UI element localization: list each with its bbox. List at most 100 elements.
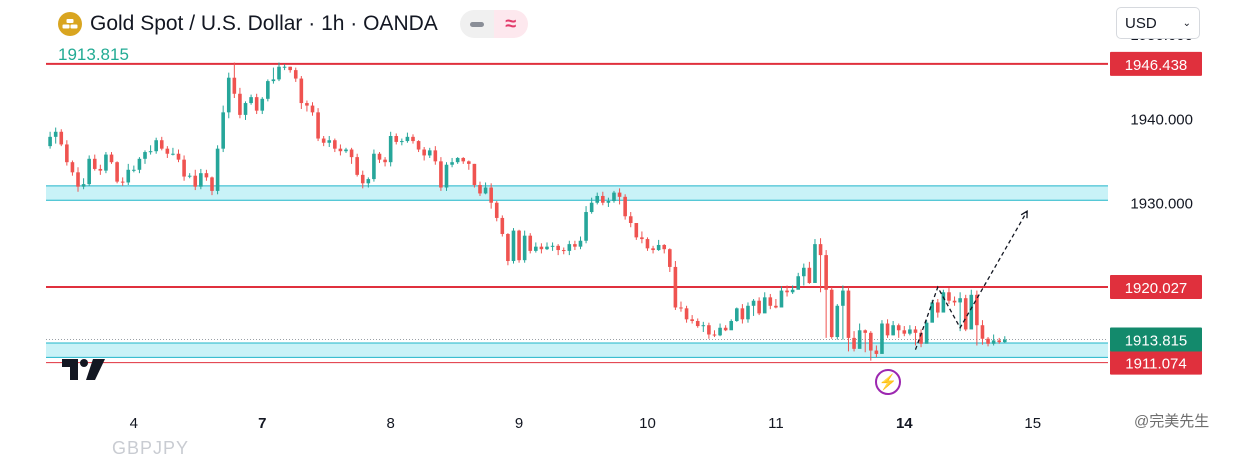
candle-body — [651, 248, 655, 251]
candle-body — [243, 103, 248, 115]
candle-body — [718, 327, 722, 336]
candle-body — [455, 157, 460, 163]
time-axis[interactable]: 4 7 8 9 10 11 14 15 — [130, 415, 1041, 432]
candle-body — [606, 201, 611, 203]
candle-body — [656, 244, 661, 251]
x-tick-label: 4 — [130, 415, 138, 432]
candle-body — [333, 140, 337, 149]
candle-body — [645, 239, 650, 249]
candle-body — [640, 237, 644, 240]
minus-icon[interactable] — [459, 10, 494, 38]
candle-body — [277, 66, 281, 80]
candle-body — [567, 244, 572, 251]
candle-body — [483, 187, 488, 194]
candle-body — [472, 163, 477, 185]
candle-body — [762, 297, 767, 314]
lightning-icon[interactable]: ⚡ — [875, 369, 901, 395]
candle-body — [104, 154, 108, 171]
candle-body — [316, 112, 320, 139]
gold-bars-icon — [58, 12, 82, 36]
candle-body — [271, 79, 276, 82]
projection-arrowhead — [1020, 210, 1028, 219]
candle-body — [182, 159, 186, 177]
candle-body — [980, 325, 985, 339]
candle-body — [924, 322, 929, 344]
candle-body — [802, 267, 806, 277]
price-level-tag-0: 1946.438 — [1125, 57, 1188, 74]
candle-body — [349, 149, 354, 158]
price-level-tag-0-bg — [1110, 51, 1202, 76]
candle-body — [411, 136, 415, 142]
approx-icon[interactable]: ≈ — [493, 10, 528, 38]
candle-body — [394, 136, 399, 142]
candle-body — [494, 202, 499, 218]
candle-body — [288, 66, 292, 71]
candle-body — [584, 212, 588, 241]
candle-body — [254, 97, 259, 111]
ghost-symbol-text: GBPJPY — [112, 438, 190, 458]
candle-body — [338, 148, 343, 152]
indicator-toggle[interactable]: ≈ — [459, 10, 528, 38]
y-tick-label: 1940.000 — [1130, 111, 1193, 128]
candle-body — [193, 175, 198, 187]
candle-body — [891, 325, 895, 336]
zone-0 — [46, 185, 1108, 201]
currency-select[interactable]: USD ⌄ — [1116, 7, 1200, 39]
candle-body — [723, 327, 728, 331]
candle-body — [528, 235, 533, 251]
price-level-tag-1-bg — [1110, 274, 1202, 299]
x-tick-label: 15 — [1024, 415, 1041, 432]
candle-body — [785, 290, 789, 293]
candle-body — [70, 162, 75, 173]
candle-body — [947, 292, 951, 301]
candle-body — [115, 162, 119, 182]
candle-body — [506, 233, 510, 262]
candle-body — [143, 152, 147, 159]
x-tick-label: 7 — [258, 415, 266, 432]
candle-body — [852, 337, 856, 349]
candle-body — [695, 320, 700, 327]
tradingview-logo-icon — [62, 359, 105, 380]
candle-body — [154, 140, 158, 152]
price-level-tag-1: 1920.027 — [1125, 280, 1188, 297]
symbol-title[interactable]: Gold Spot / U.S. Dollar · 1h · OANDA — [90, 12, 438, 35]
candle-body — [846, 290, 851, 338]
candle-body — [589, 202, 594, 213]
price-axis[interactable]: 1950.0001940.0001930.0001946.4381920.027… — [1110, 27, 1202, 375]
candle-body — [757, 300, 761, 314]
candle-body — [813, 244, 817, 283]
candle-body — [796, 276, 801, 290]
candle-body — [561, 250, 566, 252]
candle-body — [422, 149, 426, 156]
candle-body — [522, 235, 527, 261]
candle-body — [98, 168, 103, 171]
candle-body — [400, 141, 404, 143]
zones-layer — [46, 185, 1108, 358]
candle-body — [807, 267, 812, 283]
candle-body — [735, 308, 739, 321]
candle-body — [729, 320, 734, 331]
symbol-header[interactable]: Gold Spot / U.S. Dollar · 1h · OANDA ≈ — [58, 10, 528, 38]
candle-body — [433, 150, 438, 162]
candle-body — [829, 289, 834, 338]
candle-body — [874, 350, 879, 354]
candle-body — [377, 153, 382, 160]
candle-body — [857, 330, 862, 349]
candle-body — [249, 97, 253, 104]
candle-body — [824, 255, 828, 290]
zone-1 — [46, 342, 1108, 358]
candle-body — [751, 300, 756, 306]
candle-body — [668, 249, 672, 267]
price-level-tag-2-bg — [1110, 350, 1202, 375]
candle-body — [818, 244, 823, 256]
candle-body — [880, 323, 884, 354]
candle-body — [416, 141, 421, 150]
candle-body — [707, 325, 711, 335]
candle-body — [427, 150, 432, 156]
candle-body — [768, 297, 773, 306]
candle-body — [204, 173, 209, 178]
candle-body — [941, 292, 946, 313]
candle-body — [935, 302, 940, 313]
candle-body — [517, 230, 521, 261]
